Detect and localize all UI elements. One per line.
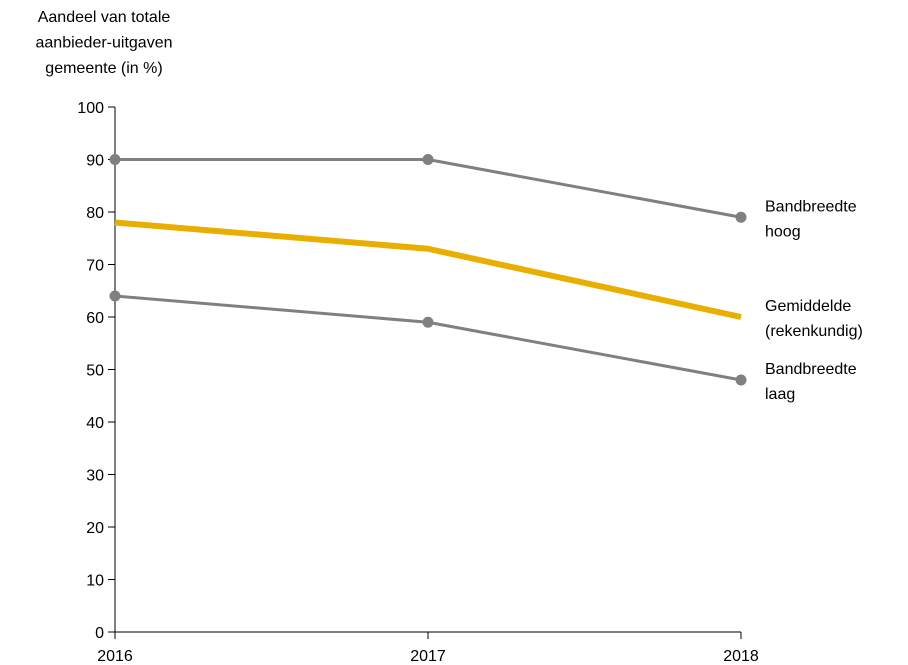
series-label-1: (rekenkundig): [765, 323, 863, 340]
data-point-2-1: [422, 316, 434, 328]
series-line-1: [114, 219, 742, 320]
x-axis: 2016 2017 2018: [97, 631, 759, 665]
series-labels: Bandbreedte hoog Gemiddelde (rekenkundig) Ba…: [765, 198, 863, 403]
y-tick-label: 20: [86, 520, 104, 537]
y-axis-title: Aandeel van totale aanbieder-uitgaven geme…: [36, 9, 173, 77]
y-axis-title-line: Aandeel van totale: [38, 9, 171, 26]
y-axis-title-line: aanbieder-uitgaven: [36, 35, 173, 52]
series-line-0: [115, 158, 742, 219]
y-axis-title-line: gemeente (in %): [45, 60, 162, 77]
y-tick-label: 90: [86, 153, 104, 170]
series-label-2: laag: [765, 386, 795, 403]
y-tick-label: 40: [86, 415, 104, 432]
y-tick-label: 0: [95, 625, 104, 642]
y-tick-label: 70: [86, 258, 104, 275]
series-label-0: Bandbreedte: [765, 198, 857, 215]
series-line-2: [114, 294, 742, 382]
y-tick-label: 100: [77, 100, 104, 117]
data-point-0-2: [735, 211, 747, 223]
y-axis: 0 10 20 30 40 50 60 70 80 90 100: [77, 100, 116, 642]
data-point-2-0: [109, 290, 121, 302]
series-label-2: Bandbreedte: [765, 361, 857, 378]
x-tick-label: 2016: [97, 648, 133, 665]
data-point-0-0: [109, 154, 121, 165]
data-point-0-1: [422, 154, 434, 165]
y-tick-label: 10: [86, 573, 104, 590]
x-tick-label: 2018: [723, 648, 759, 665]
y-tick-label: 50: [86, 363, 104, 380]
series-label-0: hoog: [765, 223, 801, 240]
y-tick-label: 80: [86, 205, 104, 222]
data-point-2-2: [735, 374, 747, 386]
y-tick-label: 60: [86, 310, 104, 327]
series-group: [109, 154, 747, 386]
series-label-1: Gemiddelde: [765, 298, 851, 315]
y-tick-label: 30: [86, 468, 104, 485]
x-tick-label: 2017: [410, 648, 446, 665]
